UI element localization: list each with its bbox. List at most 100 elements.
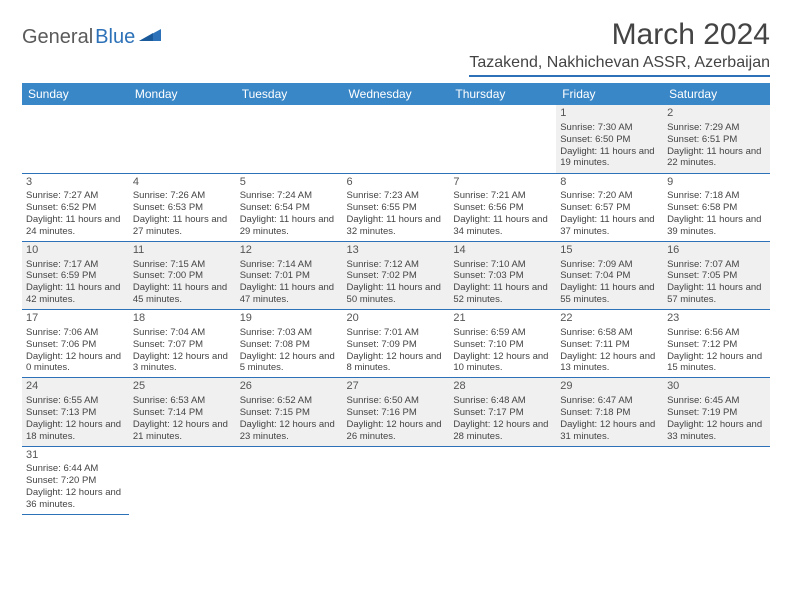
- sunrise-line: Sunrise: 6:48 AM: [453, 395, 552, 407]
- sunrise-line: Sunrise: 7:26 AM: [133, 190, 232, 202]
- sunrise-line: Sunrise: 6:52 AM: [240, 395, 339, 407]
- calendar-cell: 9Sunrise: 7:18 AMSunset: 6:58 PMDaylight…: [663, 173, 770, 241]
- calendar-cell: [129, 446, 236, 514]
- sunset-line: Sunset: 7:11 PM: [560, 339, 659, 351]
- sunset-line: Sunset: 7:19 PM: [667, 407, 766, 419]
- calendar-cell: 22Sunrise: 6:58 AMSunset: 7:11 PMDayligh…: [556, 310, 663, 378]
- calendar-cell: 7Sunrise: 7:21 AMSunset: 6:56 PMDaylight…: [449, 173, 556, 241]
- sunset-line: Sunset: 6:57 PM: [560, 202, 659, 214]
- sunset-line: Sunset: 6:51 PM: [667, 134, 766, 146]
- daylight-line: Daylight: 12 hours and 3 minutes.: [133, 351, 232, 375]
- calendar-cell: [343, 105, 450, 173]
- sunset-line: Sunset: 7:05 PM: [667, 270, 766, 282]
- header: General Blue March 2024 Tazakend, Nakhic…: [22, 18, 770, 77]
- sunrise-line: Sunrise: 7:20 AM: [560, 190, 659, 202]
- calendar-cell: [556, 446, 663, 514]
- calendar-cell: 11Sunrise: 7:15 AMSunset: 7:00 PMDayligh…: [129, 241, 236, 309]
- calendar-cell: 16Sunrise: 7:07 AMSunset: 7:05 PMDayligh…: [663, 241, 770, 309]
- sunset-line: Sunset: 7:17 PM: [453, 407, 552, 419]
- calendar-cell: 20Sunrise: 7:01 AMSunset: 7:09 PMDayligh…: [343, 310, 450, 378]
- calendar-cell: 14Sunrise: 7:10 AMSunset: 7:03 PMDayligh…: [449, 241, 556, 309]
- sunset-line: Sunset: 7:09 PM: [347, 339, 446, 351]
- sunset-line: Sunset: 7:06 PM: [26, 339, 125, 351]
- sunset-line: Sunset: 6:59 PM: [26, 270, 125, 282]
- daylight-line: Daylight: 11 hours and 52 minutes.: [453, 282, 552, 306]
- daylight-line: Daylight: 12 hours and 33 minutes.: [667, 419, 766, 443]
- daylight-line: Daylight: 11 hours and 37 minutes.: [560, 214, 659, 238]
- daylight-line: Daylight: 12 hours and 0 minutes.: [26, 351, 125, 375]
- calendar-cell: [449, 446, 556, 514]
- daylight-line: Daylight: 12 hours and 13 minutes.: [560, 351, 659, 375]
- logo-text-blue: Blue: [95, 26, 135, 49]
- daylight-line: Daylight: 12 hours and 8 minutes.: [347, 351, 446, 375]
- day-number: 16: [667, 244, 766, 258]
- sunrise-line: Sunrise: 6:55 AM: [26, 395, 125, 407]
- daylight-line: Daylight: 12 hours and 31 minutes.: [560, 419, 659, 443]
- sunrise-line: Sunrise: 7:23 AM: [347, 190, 446, 202]
- sunset-line: Sunset: 7:00 PM: [133, 270, 232, 282]
- calendar-cell: [663, 446, 770, 514]
- sunset-line: Sunset: 6:55 PM: [347, 202, 446, 214]
- calendar-cell: 13Sunrise: 7:12 AMSunset: 7:02 PMDayligh…: [343, 241, 450, 309]
- daylight-line: Daylight: 12 hours and 5 minutes.: [240, 351, 339, 375]
- calendar-cell: 5Sunrise: 7:24 AMSunset: 6:54 PMDaylight…: [236, 173, 343, 241]
- calendar-cell: 10Sunrise: 7:17 AMSunset: 6:59 PMDayligh…: [22, 241, 129, 309]
- calendar-cell: 18Sunrise: 7:04 AMSunset: 7:07 PMDayligh…: [129, 310, 236, 378]
- calendar-cell: 4Sunrise: 7:26 AMSunset: 6:53 PMDaylight…: [129, 173, 236, 241]
- day-number: 3: [26, 176, 125, 190]
- day-number: 17: [26, 312, 125, 326]
- sunrise-line: Sunrise: 7:07 AM: [667, 259, 766, 271]
- sunrise-line: Sunrise: 7:09 AM: [560, 259, 659, 271]
- sunrise-line: Sunrise: 7:14 AM: [240, 259, 339, 271]
- sunset-line: Sunset: 7:16 PM: [347, 407, 446, 419]
- calendar-cell: 29Sunrise: 6:47 AMSunset: 7:18 PMDayligh…: [556, 378, 663, 446]
- daylight-line: Daylight: 11 hours and 34 minutes.: [453, 214, 552, 238]
- daylight-line: Daylight: 12 hours and 18 minutes.: [26, 419, 125, 443]
- daylight-line: Daylight: 11 hours and 24 minutes.: [26, 214, 125, 238]
- daylight-line: Daylight: 11 hours and 42 minutes.: [26, 282, 125, 306]
- logo: General Blue: [22, 26, 161, 49]
- day-number: 26: [240, 380, 339, 394]
- sunset-line: Sunset: 7:01 PM: [240, 270, 339, 282]
- day-number: 12: [240, 244, 339, 258]
- daylight-line: Daylight: 11 hours and 57 minutes.: [667, 282, 766, 306]
- calendar-row: 31Sunrise: 6:44 AMSunset: 7:20 PMDayligh…: [22, 446, 770, 514]
- calendar-row: 1Sunrise: 7:30 AMSunset: 6:50 PMDaylight…: [22, 105, 770, 173]
- day-number: 8: [560, 176, 659, 190]
- sunrise-line: Sunrise: 7:30 AM: [560, 122, 659, 134]
- logo-text-general: General: [22, 26, 93, 49]
- sunrise-line: Sunrise: 6:58 AM: [560, 327, 659, 339]
- day-number: 23: [667, 312, 766, 326]
- day-number: 11: [133, 244, 232, 258]
- day-number: 27: [347, 380, 446, 394]
- calendar-row: 24Sunrise: 6:55 AMSunset: 7:13 PMDayligh…: [22, 378, 770, 446]
- calendar-row: 10Sunrise: 7:17 AMSunset: 6:59 PMDayligh…: [22, 241, 770, 309]
- calendar-cell: 26Sunrise: 6:52 AMSunset: 7:15 PMDayligh…: [236, 378, 343, 446]
- calendar-cell: [343, 446, 450, 514]
- day-number: 21: [453, 312, 552, 326]
- title-block: March 2024 Tazakend, Nakhichevan ASSR, A…: [469, 18, 770, 77]
- daylight-line: Daylight: 11 hours and 22 minutes.: [667, 146, 766, 170]
- sunset-line: Sunset: 7:14 PM: [133, 407, 232, 419]
- day-number: 14: [453, 244, 552, 258]
- calendar-row: 3Sunrise: 7:27 AMSunset: 6:52 PMDaylight…: [22, 173, 770, 241]
- sunset-line: Sunset: 7:03 PM: [453, 270, 552, 282]
- daylight-line: Daylight: 12 hours and 21 minutes.: [133, 419, 232, 443]
- sunrise-line: Sunrise: 7:03 AM: [240, 327, 339, 339]
- weekday-header: Saturday: [663, 83, 770, 105]
- calendar-cell: 8Sunrise: 7:20 AMSunset: 6:57 PMDaylight…: [556, 173, 663, 241]
- sunset-line: Sunset: 7:02 PM: [347, 270, 446, 282]
- daylight-line: Daylight: 11 hours and 39 minutes.: [667, 214, 766, 238]
- sunrise-line: Sunrise: 7:15 AM: [133, 259, 232, 271]
- sunset-line: Sunset: 6:50 PM: [560, 134, 659, 146]
- sunset-line: Sunset: 6:56 PM: [453, 202, 552, 214]
- sunset-line: Sunset: 6:52 PM: [26, 202, 125, 214]
- sunrise-line: Sunrise: 7:24 AM: [240, 190, 339, 202]
- calendar-cell: 31Sunrise: 6:44 AMSunset: 7:20 PMDayligh…: [22, 446, 129, 514]
- calendar-cell: 12Sunrise: 7:14 AMSunset: 7:01 PMDayligh…: [236, 241, 343, 309]
- calendar-cell: [129, 105, 236, 173]
- calendar-cell: 21Sunrise: 6:59 AMSunset: 7:10 PMDayligh…: [449, 310, 556, 378]
- sunset-line: Sunset: 6:58 PM: [667, 202, 766, 214]
- sunset-line: Sunset: 7:10 PM: [453, 339, 552, 351]
- daylight-line: Daylight: 11 hours and 19 minutes.: [560, 146, 659, 170]
